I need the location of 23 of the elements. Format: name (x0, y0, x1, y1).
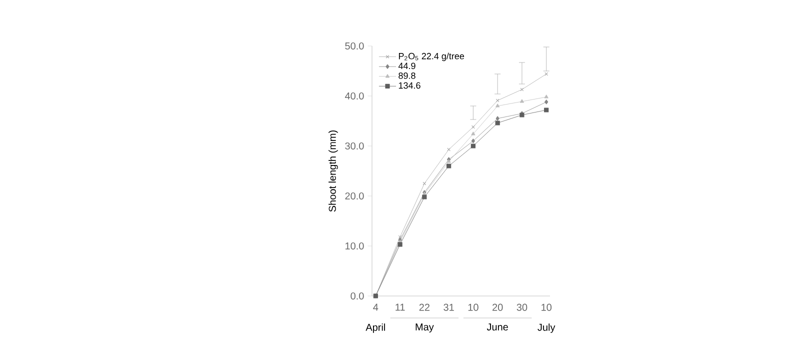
legend-label: 44.9 (398, 62, 416, 70)
x-tick-label: 10 (542, 304, 552, 311)
legend-label: 89.8 (398, 72, 416, 79)
text: May (416, 324, 434, 332)
x-tick-label: 31 (444, 304, 454, 311)
x-tick-label: 20 (492, 304, 503, 311)
legend-label: P$_{2}$O$_{5}$ 22.4 g/tree (398, 52, 464, 62)
x-tick-label: 11 (396, 304, 405, 311)
x-tick-label: 10 (468, 304, 478, 311)
y-tick-label: 0.0 (350, 292, 364, 300)
text: April (366, 324, 385, 333)
text: June (486, 324, 508, 330)
y-tick-label: 50.0 (345, 42, 364, 50)
y-axis-title: Shoot length (mm) (328, 130, 338, 212)
x-tick-label: 30 (516, 304, 528, 311)
x-tick-label: 22 (419, 304, 430, 311)
y-tick-label: 20.0 (345, 192, 364, 200)
legend-label: 134.6 (398, 82, 420, 89)
text: July (538, 324, 556, 333)
y-tick-label: 30.0 (345, 142, 364, 150)
y-tick-label: 10.0 (346, 242, 364, 250)
y-tick-label: 40.0 (344, 92, 364, 100)
x-tick-label: 4 (373, 304, 378, 311)
